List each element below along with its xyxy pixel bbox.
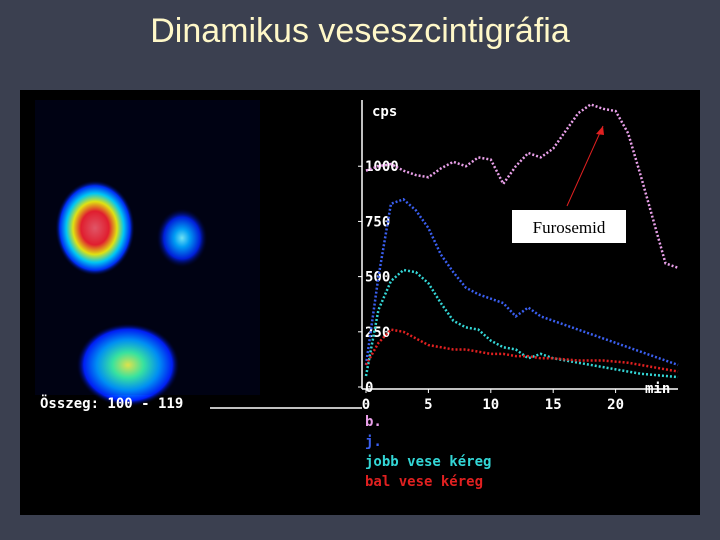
- annotation-arrow: [566, 125, 604, 207]
- legend-entry: jobb vese kéreg: [365, 454, 491, 470]
- y-tick-label: 250: [365, 325, 390, 341]
- x-tick-label: 0: [362, 397, 370, 413]
- x-axis-label: min: [645, 381, 670, 397]
- panel: [20, 90, 700, 515]
- x-tick-label: 20: [607, 397, 624, 413]
- image-caption: Összeg: 100 - 119: [40, 394, 183, 412]
- scintigram: [35, 100, 260, 407]
- y-axis-label: cps: [372, 104, 397, 120]
- series-line: [365, 103, 679, 269]
- legend-entry: b.: [365, 414, 382, 430]
- series-line: [364, 197, 679, 367]
- x-tick-label: 5: [424, 397, 432, 413]
- annotation-arrowhead: [596, 126, 604, 135]
- x-tick-label: 15: [545, 397, 562, 413]
- y-tick-label: 750: [365, 214, 390, 230]
- legend-entry: j.: [365, 434, 382, 450]
- series-line: [364, 328, 679, 373]
- y-tick-label: 1000: [365, 159, 399, 175]
- slide-title: Dinamikus veseszcintigráfia: [150, 12, 570, 50]
- legend-entry: bal vese kéreg: [365, 474, 483, 490]
- annotation: Furosemid: [533, 218, 606, 237]
- y-tick-label: 0: [365, 380, 373, 396]
- annotation-box: [512, 210, 626, 243]
- x-tick-label: 10: [482, 397, 499, 413]
